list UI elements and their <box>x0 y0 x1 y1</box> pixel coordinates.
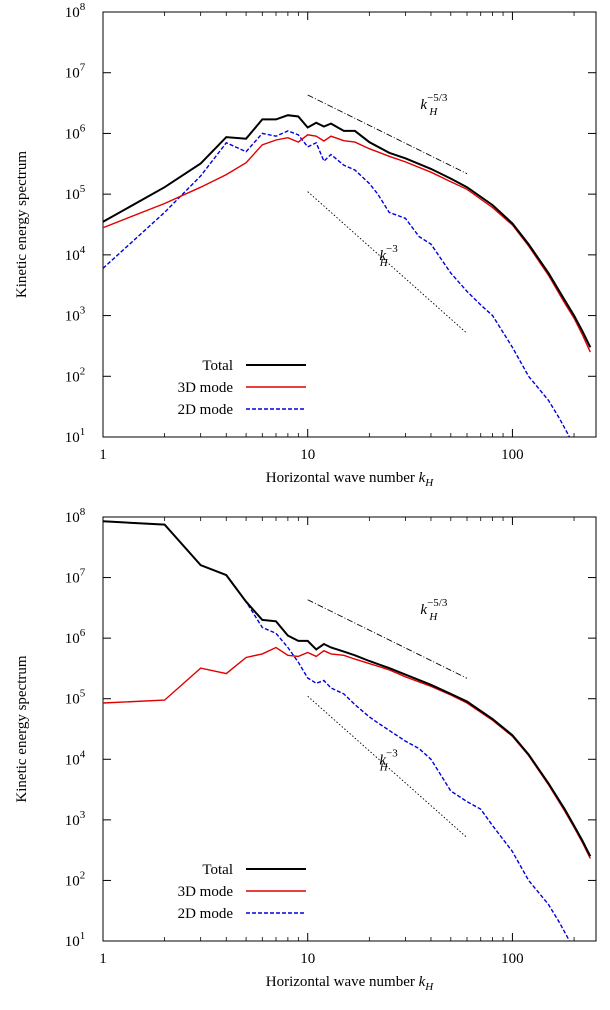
x-tick-label: 10 <box>300 951 315 967</box>
x-tick-label: 10 <box>300 447 315 463</box>
reference-label-2: k−3 H <box>379 243 398 269</box>
legend-label-total: Total <box>202 862 233 878</box>
y-tick-label: 105 <box>65 183 86 203</box>
reference-line-2 <box>307 695 468 838</box>
y-tick-label: 103 <box>65 305 86 325</box>
y-tick-label: 107 <box>65 567 86 587</box>
reference-line-1 <box>307 94 468 175</box>
x-tick-label: 100 <box>501 447 524 463</box>
y-tick-label: 107 <box>65 62 86 82</box>
y-axis-label: Kinetic energy spectrum <box>14 655 30 803</box>
y-tick-label: 101 <box>65 930 86 950</box>
y-tick-label: 108 <box>65 1 86 21</box>
x-tick-label: 1 <box>99 447 107 463</box>
legend-label-3d-mode: 3D mode <box>178 884 234 900</box>
legend-label-3d-mode: 3D mode <box>178 380 234 396</box>
y-tick-label: 103 <box>65 809 86 829</box>
series-line-3d-mode <box>103 646 591 859</box>
reference-label-1: k−5/3 H <box>420 92 447 118</box>
legend-label-2d-mode: 2D mode <box>178 402 234 418</box>
reference-line-2 <box>307 191 468 334</box>
x-axis-label: Horizontal wave number kH <box>266 470 435 489</box>
y-tick-label: 106 <box>65 627 86 647</box>
series-line-2d-mode <box>103 130 571 437</box>
y-tick-label: 101 <box>65 426 86 446</box>
series-line-3d-mode <box>103 134 591 353</box>
x-tick-label: 100 <box>501 951 524 967</box>
series-line-2d-mode <box>103 520 571 941</box>
chart-panel-1: 1 10 100 101 102 103 104 105 106 107 108 Horizontal… <box>14 1 597 489</box>
y-tick-label: 105 <box>65 688 86 708</box>
y-axis-label: Kinetic energy spectrum <box>14 151 30 299</box>
y-tick-label: 104 <box>65 748 86 768</box>
y-tick-label: 106 <box>65 122 86 142</box>
plot-frame <box>102 11 597 438</box>
reference-label-2: k−3 H <box>379 747 398 773</box>
series-line-total <box>103 114 592 348</box>
reference-line-1 <box>307 599 468 679</box>
x-tick-label: 1 <box>99 951 107 967</box>
y-tick-label: 108 <box>65 506 86 526</box>
chart-panel-2: 1 10 100 101 102 103 104 105 106 107 108 Horizontal… <box>14 506 597 993</box>
y-tick-label: 102 <box>65 869 86 889</box>
reference-label-1: k−5/3 H <box>420 597 447 623</box>
y-tick-label: 104 <box>65 244 86 264</box>
legend-label-total: Total <box>202 358 233 374</box>
series-line-total <box>103 520 592 857</box>
y-tick-label: 102 <box>65 365 86 385</box>
legend-label-2d-mode: 2D mode <box>178 906 234 922</box>
plot-frame <box>102 516 597 942</box>
x-axis-label: Horizontal wave number kH <box>266 974 435 993</box>
